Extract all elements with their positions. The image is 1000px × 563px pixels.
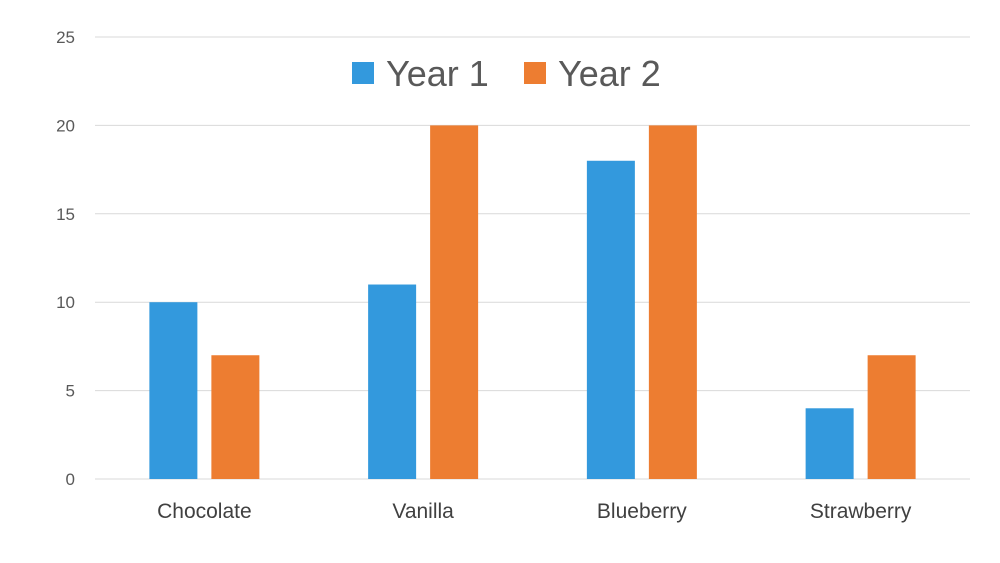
legend: Year 1 Year 2 [352,53,661,94]
legend-label: Year 1 [386,53,489,94]
y-axis-ticks: 0 5 10 15 20 25 [56,28,75,489]
bar-vanilla-year-1 [368,284,417,479]
x-axis-ticks: Chocolate Vanilla Blueberry Strawberry [157,500,912,523]
y-tick-label: 5 [66,382,75,401]
bar-strawberry-year-1 [805,408,854,479]
legend-label: Year 2 [558,53,661,94]
y-tick-label: 25 [56,28,75,47]
y-tick-label: 10 [56,293,75,312]
bar-chocolate-year-2 [211,355,260,479]
legend-swatch [524,62,546,84]
bar-strawberry-year-2 [867,355,916,479]
x-tick-label: Strawberry [810,500,912,523]
bar-vanilla-year-2 [430,125,479,480]
bars [149,125,916,480]
bar-blueberry-year-1 [586,160,635,479]
bar-blueberry-year-2 [648,125,697,480]
y-tick-label: 0 [66,470,75,489]
legend-swatch [352,62,374,84]
y-tick-label: 20 [56,116,75,135]
y-tick-label: 15 [56,205,75,224]
x-tick-label: Blueberry [597,500,687,523]
x-tick-label: Chocolate [157,500,252,523]
x-tick-label: Vanilla [392,500,454,523]
bar-chocolate-year-1 [149,302,198,479]
